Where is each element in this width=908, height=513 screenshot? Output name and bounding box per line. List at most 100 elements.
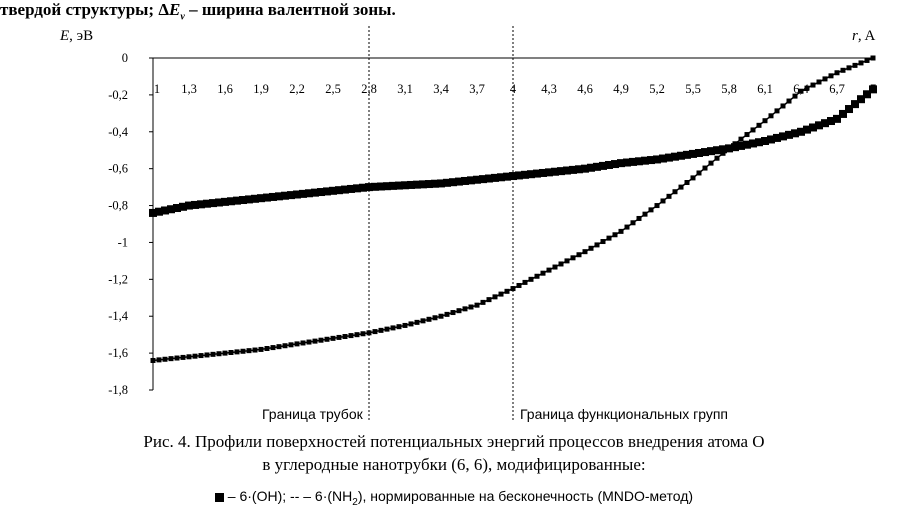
dash-marker <box>348 333 354 339</box>
dash-marker <box>852 62 858 68</box>
square-marker <box>869 85 877 94</box>
dash-marker <box>174 355 180 361</box>
dash-marker <box>420 318 426 324</box>
dash-marker <box>150 357 156 363</box>
square-marker <box>737 141 745 150</box>
y-tick-label: -1,4 <box>108 309 129 323</box>
square-marker <box>767 135 775 144</box>
square-marker <box>701 148 709 157</box>
x-tick-label: 1,6 <box>217 82 233 96</box>
square-marker <box>761 137 769 145</box>
dash-marker <box>732 141 738 147</box>
square-marker <box>233 196 241 205</box>
dash-marker <box>462 306 468 312</box>
square-marker <box>311 188 319 197</box>
dash-marker <box>522 279 528 285</box>
dash-marker <box>402 322 408 328</box>
square-marker <box>197 200 205 209</box>
dash-marker <box>666 193 672 199</box>
square-marker <box>401 181 409 190</box>
square-marker <box>635 157 643 166</box>
x-tick-label: 1,3 <box>181 82 197 96</box>
square-marker <box>785 130 793 139</box>
dash-marker <box>258 346 264 352</box>
dash-marker <box>468 304 474 310</box>
dash-marker <box>816 79 822 85</box>
dash-marker <box>480 299 486 305</box>
dash-marker <box>186 354 192 360</box>
dash-marker <box>198 353 204 359</box>
dash-marker <box>384 326 390 332</box>
dash-marker <box>312 338 318 344</box>
square-marker <box>167 205 175 214</box>
dash-marker <box>474 302 480 308</box>
square-marker-icon <box>214 493 224 502</box>
dash-marker <box>696 170 702 176</box>
square-marker <box>551 167 559 176</box>
square-marker <box>779 132 787 141</box>
dash-marker <box>864 57 870 63</box>
square-marker <box>641 156 649 165</box>
dash-marker <box>828 73 834 79</box>
dash-marker <box>630 220 636 226</box>
square-marker <box>335 186 343 195</box>
x-tick-label: 2,8 <box>361 82 377 96</box>
dash-marker <box>762 118 768 124</box>
dash-marker <box>300 340 306 346</box>
square-marker <box>539 168 547 177</box>
dash-marker <box>408 321 414 327</box>
dash-marker <box>750 127 756 133</box>
dash-marker <box>792 93 798 99</box>
square-marker <box>209 199 217 208</box>
y-tick-label: -0,2 <box>108 88 128 102</box>
dash-marker <box>576 252 582 258</box>
dash-marker <box>444 311 450 317</box>
dash-marker <box>366 330 372 336</box>
y-tick-label: -1,6 <box>108 346 128 360</box>
dash-marker <box>378 327 384 333</box>
x-tick-label: 4,9 <box>613 82 629 96</box>
dash-marker <box>768 113 774 119</box>
dash-marker <box>690 175 696 181</box>
dash-marker <box>156 357 162 363</box>
square-marker <box>227 197 235 206</box>
square-marker <box>533 169 541 178</box>
dash-marker <box>252 347 258 353</box>
square-marker <box>713 146 721 155</box>
square-marker <box>653 155 661 164</box>
preceding-text-line: твердой структуры; ΔEv – ширина валентно… <box>0 0 396 23</box>
figure-caption: Рис. 4. Профили поверхностей потенциальн… <box>0 430 908 476</box>
dash-marker <box>396 324 402 330</box>
dash-marker <box>558 261 564 267</box>
figure-legend: – 6·(OH); -- – 6·(NH2), нормированные на… <box>0 488 908 508</box>
dash-marker <box>456 308 462 314</box>
square-marker <box>755 138 763 147</box>
square-marker <box>665 153 673 162</box>
square-marker <box>443 178 451 187</box>
square-marker <box>791 129 799 138</box>
square-marker <box>695 148 703 157</box>
dash-marker <box>678 184 684 190</box>
dash-marker <box>432 315 438 321</box>
dash-marker <box>582 249 588 255</box>
dash-marker <box>642 211 648 217</box>
dash-marker <box>594 242 600 248</box>
square-marker <box>419 180 427 189</box>
dash-marker <box>708 160 714 166</box>
dash-marker <box>774 108 780 114</box>
dash-marker <box>192 353 198 359</box>
square-marker <box>149 208 157 217</box>
square-marker <box>245 195 253 204</box>
square-marker <box>329 186 337 195</box>
square-marker <box>503 172 511 181</box>
dash-marker <box>498 291 504 297</box>
legend-series-2: 6·(NH2), нормированные на бесконечность … <box>311 488 694 508</box>
dash-marker <box>570 255 576 261</box>
dash-marker <box>246 348 252 354</box>
square-marker <box>365 183 373 192</box>
square-marker <box>437 179 445 188</box>
dash-marker <box>228 349 234 355</box>
dash-marker <box>354 332 360 338</box>
dash-marker <box>240 348 246 354</box>
square-marker <box>803 125 811 134</box>
